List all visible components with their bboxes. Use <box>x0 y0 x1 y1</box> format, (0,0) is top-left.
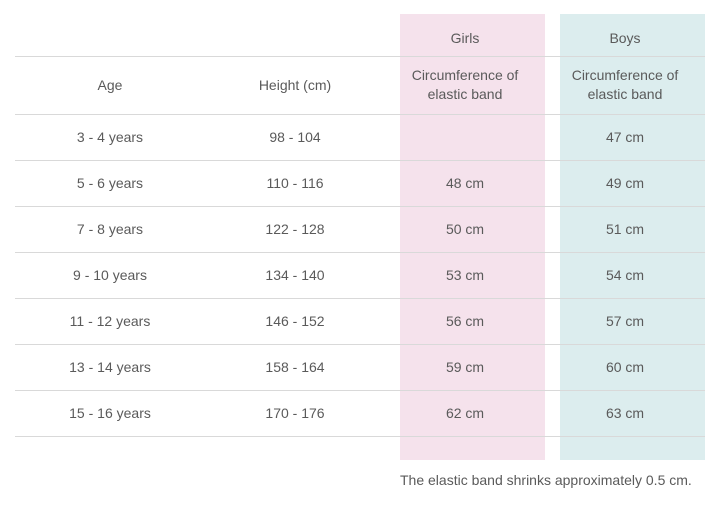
age-cell: 15 - 16 years <box>15 390 205 436</box>
boys-cell: 54 cm <box>545 252 705 298</box>
girls-cell: 50 cm <box>385 206 545 252</box>
blank-header <box>205 14 385 56</box>
boys-circ-header: Circumference of elastic band <box>545 56 705 114</box>
circ-line1: Circumference of <box>572 67 679 83</box>
girls-cell: 48 cm <box>385 160 545 206</box>
circ-line2: elastic band <box>588 86 663 102</box>
age-cell: 13 - 14 years <box>15 344 205 390</box>
age-cell: 9 - 10 years <box>15 252 205 298</box>
height-cell: 146 - 152 <box>205 298 385 344</box>
height-cell: 170 - 176 <box>205 390 385 436</box>
sizing-table-container: Girls Boys Age Height (cm) Circumference… <box>15 14 705 437</box>
boys-cell: 60 cm <box>545 344 705 390</box>
height-cell: 158 - 164 <box>205 344 385 390</box>
boys-cell: 57 cm <box>545 298 705 344</box>
height-header: Height (cm) <box>205 56 385 114</box>
height-cell: 98 - 104 <box>205 114 385 160</box>
age-cell: 7 - 8 years <box>15 206 205 252</box>
girls-cell: 62 cm <box>385 390 545 436</box>
girls-cell <box>385 114 545 160</box>
footnote-text: The elastic band shrinks approximately 0… <box>400 472 692 488</box>
circ-line2: elastic band <box>428 86 503 102</box>
girls-circ-header: Circumference of elastic band <box>385 56 545 114</box>
girls-cell: 53 cm <box>385 252 545 298</box>
age-header: Age <box>15 56 205 114</box>
age-cell: 11 - 12 years <box>15 298 205 344</box>
age-cell: 5 - 6 years <box>15 160 205 206</box>
boys-cell: 63 cm <box>545 390 705 436</box>
circ-line1: Circumference of <box>412 67 519 83</box>
height-cell: 134 - 140 <box>205 252 385 298</box>
boys-header: Boys <box>545 14 705 56</box>
height-cell: 122 - 128 <box>205 206 385 252</box>
girls-header: Girls <box>385 14 545 56</box>
sizing-table: Girls Boys Age Height (cm) Circumference… <box>15 14 705 437</box>
blank-header <box>15 14 205 56</box>
boys-cell: 47 cm <box>545 114 705 160</box>
age-cell: 3 - 4 years <box>15 114 205 160</box>
boys-cell: 49 cm <box>545 160 705 206</box>
height-cell: 110 - 116 <box>205 160 385 206</box>
girls-cell: 56 cm <box>385 298 545 344</box>
boys-cell: 51 cm <box>545 206 705 252</box>
girls-cell: 59 cm <box>385 344 545 390</box>
